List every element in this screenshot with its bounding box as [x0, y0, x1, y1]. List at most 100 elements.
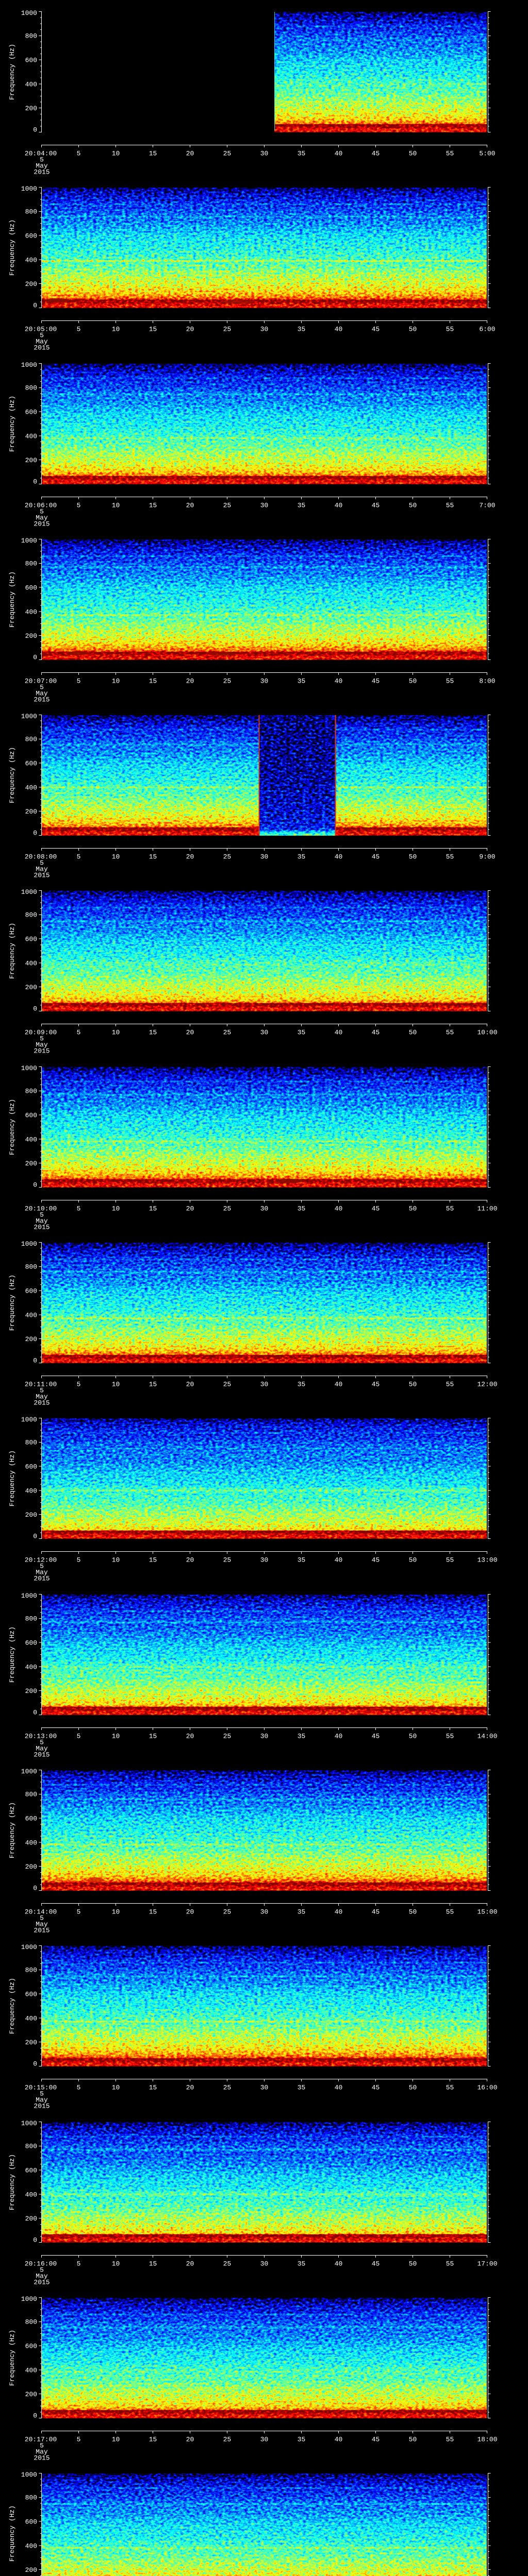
svg-text:0: 0 [33, 2412, 37, 2419]
svg-text:25: 25 [223, 2084, 232, 2092]
svg-text:15: 15 [149, 677, 157, 685]
svg-text:5: 5 [40, 2442, 44, 2449]
svg-text:2015: 2015 [34, 2103, 50, 2110]
svg-text:200: 200 [25, 2391, 37, 2398]
svg-text:55: 55 [446, 2260, 454, 2267]
svg-text:Frequency (Hz): Frequency (Hz) [8, 923, 16, 979]
svg-text:Frequency (Hz): Frequency (Hz) [8, 2505, 16, 2562]
svg-text:35: 35 [298, 2084, 306, 2092]
svg-text:20:17:00: 20:17:00 [25, 2435, 57, 2443]
svg-text:45: 45 [372, 1732, 380, 1740]
svg-text:20:14:00: 20:14:00 [25, 1908, 57, 1916]
svg-text:40: 40 [335, 501, 343, 509]
svg-text:15: 15 [149, 2435, 157, 2443]
svg-text:0: 0 [33, 829, 37, 837]
svg-text:20:11:00: 20:11:00 [25, 1381, 57, 1388]
svg-text:2015: 2015 [34, 168, 50, 176]
svg-text:35: 35 [298, 1029, 306, 1037]
svg-text:20:04:00: 20:04:00 [25, 150, 57, 158]
svg-text:20: 20 [186, 853, 194, 861]
svg-text:May: May [36, 1569, 48, 1577]
svg-text:200: 200 [25, 632, 37, 640]
svg-text:5: 5 [77, 1381, 81, 1388]
svg-text:Frequency (Hz): Frequency (Hz) [8, 571, 16, 628]
svg-text:Frequency (Hz): Frequency (Hz) [8, 2154, 16, 2210]
svg-text:40: 40 [335, 2435, 343, 2443]
svg-text:10: 10 [112, 501, 120, 509]
svg-text:400: 400 [25, 2191, 37, 2198]
svg-text:30: 30 [260, 1381, 269, 1388]
svg-text:600: 600 [25, 57, 37, 64]
svg-text:800: 800 [25, 560, 37, 568]
svg-text:20: 20 [186, 2260, 194, 2267]
svg-text:5: 5 [40, 507, 44, 515]
svg-text:55: 55 [446, 501, 454, 509]
svg-text:45: 45 [372, 2260, 380, 2267]
svg-text:600: 600 [25, 936, 37, 943]
svg-text:35: 35 [298, 501, 306, 509]
svg-text:5: 5 [77, 1556, 81, 1564]
svg-text:50: 50 [409, 1908, 417, 1916]
svg-text:9:00: 9:00 [479, 853, 495, 861]
svg-text:1000: 1000 [21, 2295, 37, 2303]
svg-text:55: 55 [446, 2435, 454, 2443]
svg-text:30: 30 [260, 326, 269, 333]
svg-text:200: 200 [25, 984, 37, 992]
svg-text:Frequency (Hz): Frequency (Hz) [8, 1978, 16, 2034]
svg-text:10: 10 [112, 2084, 120, 2092]
svg-text:25: 25 [223, 326, 232, 333]
svg-text:12:00: 12:00 [477, 1381, 497, 1388]
svg-text:Frequency (Hz): Frequency (Hz) [8, 2330, 16, 2386]
svg-text:30: 30 [260, 1205, 269, 1212]
svg-text:20: 20 [186, 2435, 194, 2443]
svg-text:55: 55 [446, 1205, 454, 1212]
svg-text:5: 5 [40, 1035, 44, 1043]
svg-text:1000: 1000 [21, 9, 37, 17]
svg-text:2015: 2015 [34, 1575, 50, 1583]
svg-text:400: 400 [25, 784, 37, 791]
svg-text:30: 30 [260, 2260, 269, 2267]
svg-text:40: 40 [335, 677, 343, 685]
svg-text:20: 20 [186, 501, 194, 509]
svg-text:25: 25 [223, 1205, 232, 1212]
svg-text:55: 55 [446, 1908, 454, 1916]
svg-text:2015: 2015 [34, 344, 50, 352]
svg-text:2015: 2015 [34, 520, 50, 528]
svg-text:40: 40 [335, 1381, 343, 1388]
svg-text:8:00: 8:00 [479, 677, 495, 685]
svg-text:20: 20 [186, 1029, 194, 1037]
svg-text:45: 45 [372, 326, 380, 333]
svg-text:May: May [36, 1393, 48, 1401]
svg-text:2015: 2015 [34, 872, 50, 879]
svg-text:40: 40 [335, 1908, 343, 1916]
svg-text:15: 15 [149, 1381, 157, 1388]
svg-text:May: May [36, 1041, 48, 1049]
svg-text:25: 25 [223, 2260, 232, 2267]
svg-text:Frequency (Hz): Frequency (Hz) [8, 44, 16, 100]
svg-text:200: 200 [25, 1687, 37, 1695]
svg-text:1000: 1000 [21, 1240, 37, 1248]
svg-text:25: 25 [223, 1381, 232, 1388]
svg-text:55: 55 [446, 150, 454, 158]
svg-text:10: 10 [112, 1381, 120, 1388]
svg-text:Frequency (Hz): Frequency (Hz) [8, 219, 16, 276]
svg-text:55: 55 [446, 1029, 454, 1037]
svg-text:55: 55 [446, 2084, 454, 2092]
svg-text:Frequency (Hz): Frequency (Hz) [8, 395, 16, 451]
svg-text:45: 45 [372, 1205, 380, 1212]
svg-text:15: 15 [149, 1205, 157, 1212]
svg-text:May: May [36, 1217, 48, 1225]
svg-text:400: 400 [25, 1487, 37, 1495]
svg-text:30: 30 [260, 501, 269, 509]
svg-text:25: 25 [223, 1029, 232, 1037]
svg-text:400: 400 [25, 960, 37, 968]
svg-text:1000: 1000 [21, 361, 37, 369]
svg-text:25: 25 [223, 1732, 232, 1740]
svg-text:400: 400 [25, 2015, 37, 2023]
svg-text:25: 25 [223, 501, 232, 509]
svg-text:400: 400 [25, 2542, 37, 2550]
svg-text:40: 40 [335, 326, 343, 333]
svg-text:1000: 1000 [21, 1416, 37, 1423]
svg-text:45: 45 [372, 501, 380, 509]
svg-text:55: 55 [446, 1732, 454, 1740]
